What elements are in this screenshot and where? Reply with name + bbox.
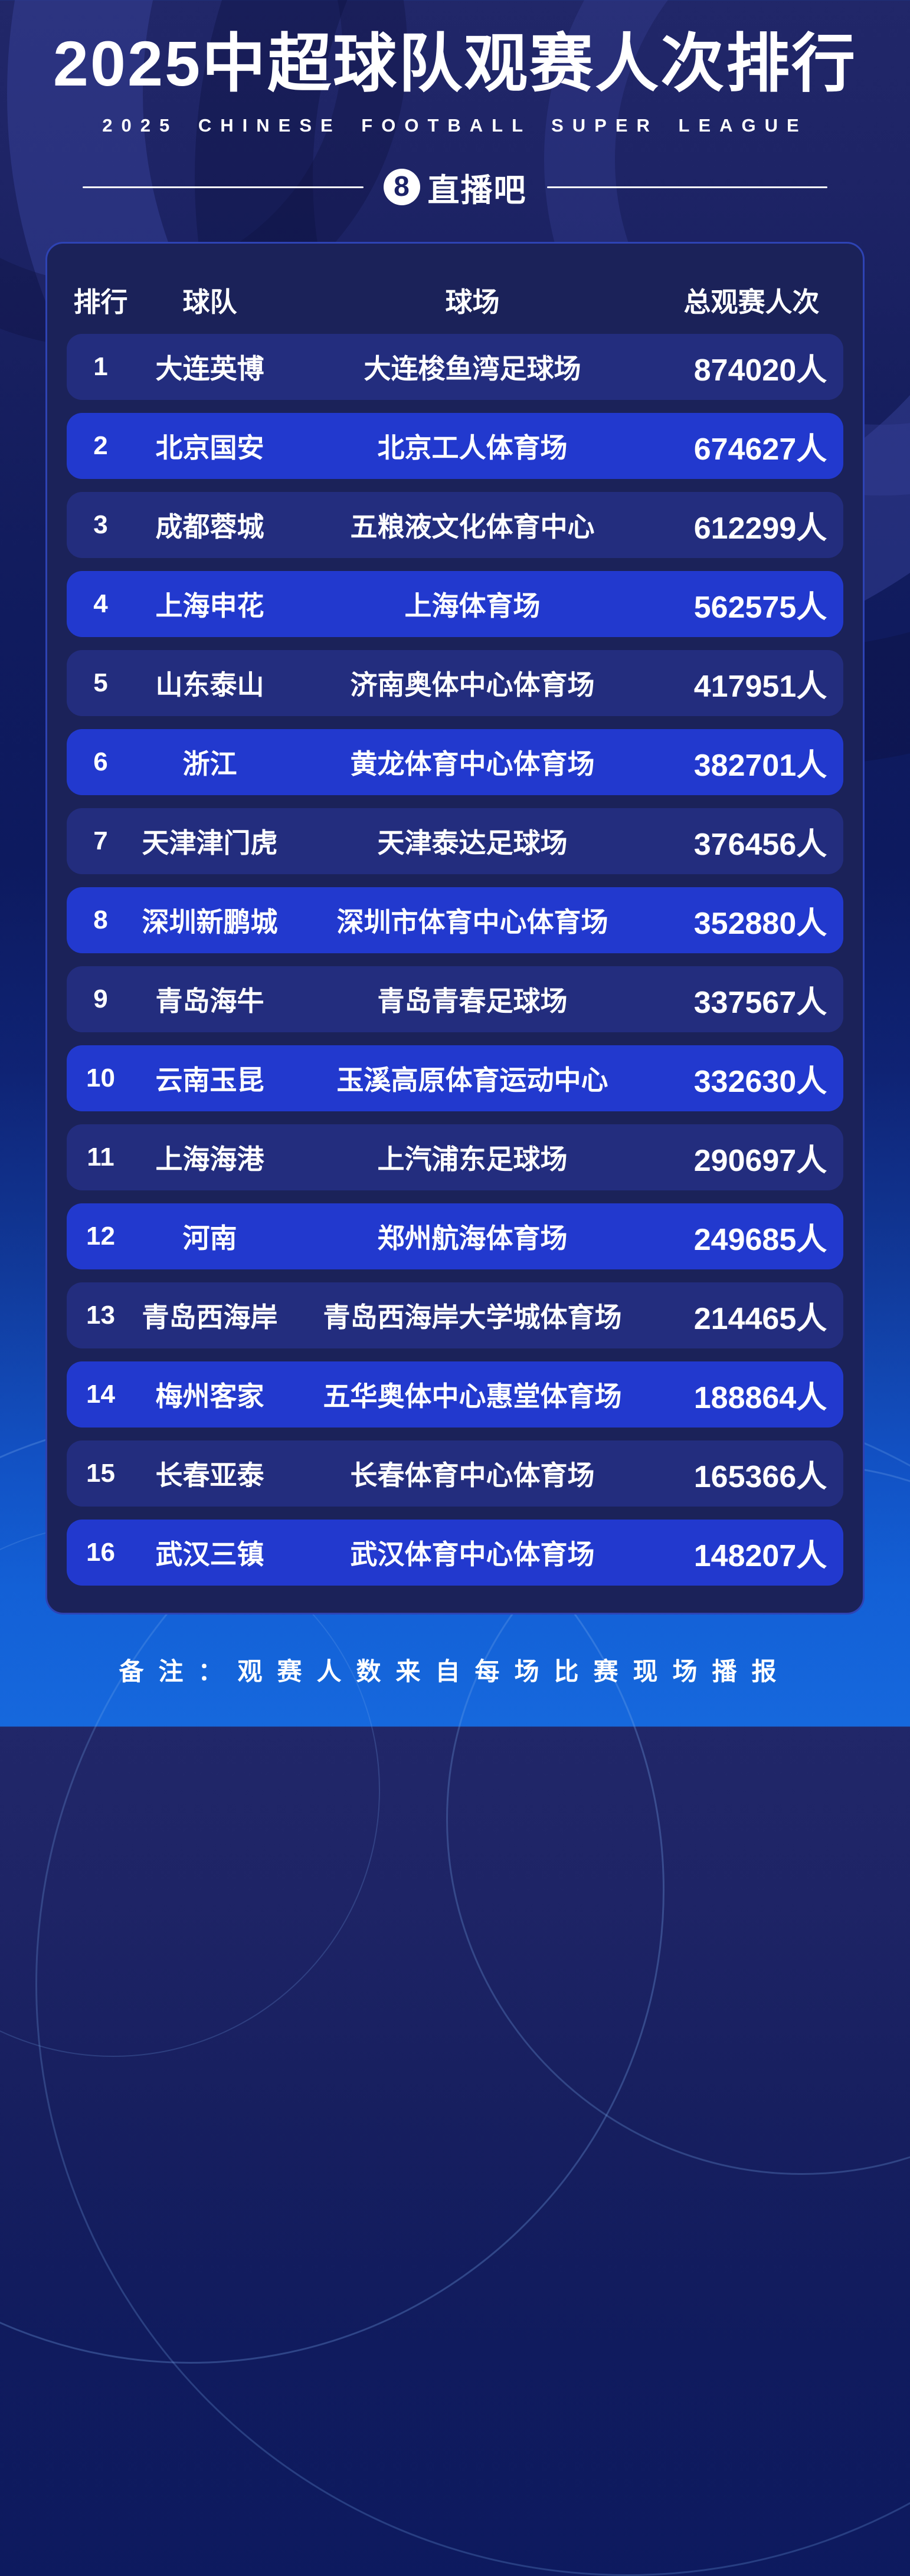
column-header-stadium: 球场 [445,287,500,317]
team-cell: 大连英博 [155,353,264,384]
divider-line-right [546,186,827,188]
team-cell: 浙江 [182,749,237,779]
rank-cell: 3 [93,510,108,539]
brand-row: 8 直播吧 [83,166,827,208]
table-row: 13 青岛西海岸 青岛西海岸大学城体育场 214465人 [67,1282,843,1348]
table-row: 1 大连英博 大连梭鱼湾足球场 874020人 [67,334,843,400]
team-cell: 深圳新鹏城 [142,907,278,937]
attendance-cell: 417951人 [693,669,827,704]
rank-cell: 16 [86,1538,115,1567]
table-row: 8 深圳新鹏城 深圳市体育中心体育场 352880人 [67,887,843,953]
stadium-cell: 武汉体育中心体育场 [350,1539,595,1570]
rank-cell: 2 [93,431,108,460]
stadium-cell: 上海体育场 [404,590,541,621]
attendance-cell: 352880人 [693,906,827,941]
attendance-cell: 337567人 [693,985,827,1020]
attendance-cell: 165366人 [693,1459,827,1494]
column-header-team: 球队 [182,287,237,317]
team-cell: 上海海港 [155,1144,264,1174]
column-header-attendance: 总观赛人次 [683,287,820,317]
rank-cell: 1 [93,352,108,381]
attendance-cell: 382701人 [693,748,827,783]
rank-cell: 9 [93,985,108,1013]
zhibo8-logo-icon: 8 [383,169,420,205]
team-cell: 青岛海牛 [155,986,264,1016]
attendance-cell: 148207人 [693,1538,827,1573]
team-cell: 长春亚泰 [155,1460,264,1491]
attendance-cell: 214465人 [693,1301,827,1336]
table-row: 7 天津津门虎 天津泰达足球场 376456人 [67,808,843,874]
attendance-cell: 332630人 [693,1064,827,1099]
stadium-cell: 五华奥体中心惠堂体育场 [323,1381,622,1412]
attendance-cell: 249685人 [693,1222,827,1257]
table-row: 15 长春亚泰 长春体育中心体育场 165366人 [67,1440,843,1507]
table-row: 5 山东泰山 济南奥体中心体育场 417951人 [67,650,843,716]
stadium-cell: 青岛青春足球场 [377,986,568,1016]
attendance-cell: 376456人 [693,827,827,862]
table-body: 1 大连英博 大连梭鱼湾足球场 874020人 2 北京国安 北京工人体育场 6… [67,334,843,1586]
stadium-cell: 深圳市体育中心体育场 [336,907,608,937]
column-header-rank: 排行 [73,287,128,317]
stadium-cell: 青岛西海岸大学城体育场 [323,1302,622,1333]
ranking-panel: 排行 球队 球场 总观赛人次 1 大连英博 大连梭鱼湾足球场 874020人 2… [45,242,865,1614]
table-row: 6 浙江 黄龙体育中心体育场 382701人 [67,729,843,795]
rank-cell: 13 [86,1301,115,1330]
attendance-cell: 290697人 [693,1143,827,1178]
stadium-cell: 五粮液文化体育中心 [350,511,595,542]
table-row: 12 河南 郑州航海体育场 249685人 [67,1203,843,1269]
stadium-cell: 上汽浦东足球场 [377,1144,568,1174]
table-header-row: 排行 球队 球场 总观赛人次 [67,267,843,333]
team-cell: 云南玉昆 [155,1065,264,1095]
table-row: 9 青岛海牛 青岛青春足球场 337567人 [67,966,843,1032]
rank-cell: 7 [93,826,108,855]
team-cell: 上海申花 [155,590,264,621]
rank-cell: 5 [93,668,108,697]
team-cell: 北京国安 [155,432,264,463]
team-cell: 青岛西海岸 [142,1302,278,1333]
stadium-cell: 长春体育中心体育场 [350,1460,595,1491]
footer-note: 备注：观赛人数来自每场比赛现场播报 [119,1658,791,1685]
attendance-cell: 562575人 [693,590,827,625]
team-cell: 武汉三镇 [155,1539,264,1570]
rank-cell: 6 [93,747,108,776]
rank-cell: 4 [93,589,108,618]
attendance-cell: 874020人 [693,353,827,388]
attendance-cell: 612299人 [693,511,827,546]
team-cell: 梅州客家 [155,1381,264,1412]
team-cell: 天津津门虎 [142,828,278,858]
table-row: 2 北京国安 北京工人体育场 674627人 [67,413,843,479]
table-row: 16 武汉三镇 武汉体育中心体育场 148207人 [67,1520,843,1586]
rank-cell: 11 [87,1143,114,1171]
zhibo8-logo: 8 直播吧 [383,164,527,211]
stadium-cell: 大连梭鱼湾足球场 [364,353,581,384]
divider-line-left [83,186,364,188]
attendance-cell: 674627人 [693,432,827,467]
attendance-cell: 188864人 [693,1380,827,1415]
stadium-cell: 北京工人体育场 [377,432,568,463]
team-cell: 山东泰山 [155,670,264,700]
page-title: 2025中超球队观赛人次排行 [53,28,857,99]
rank-cell: 8 [93,905,108,934]
table-row: 3 成都蓉城 五粮液文化体育中心 612299人 [67,492,843,558]
table-row: 14 梅州客家 五华奥体中心惠堂体育场 188864人 [67,1361,843,1428]
stadium-cell: 济南奥体中心体育场 [350,670,595,700]
stadium-cell: 郑州航海体育场 [377,1223,568,1253]
page-subtitle: 2025 CHINESE FOOTBALL SUPER LEAGUE [102,115,808,136]
rank-cell: 12 [86,1222,115,1251]
table-row: 11 上海海港 上汽浦东足球场 290697人 [67,1124,843,1190]
stadium-cell: 玉溪高原体育运动中心 [336,1065,608,1095]
zhibo8-logo-text: 直播吧 [427,172,527,208]
stadium-cell: 黄龙体育中心体育场 [350,749,595,779]
team-cell: 成都蓉城 [155,511,264,542]
stadium-cell: 天津泰达足球场 [377,828,568,858]
rank-cell: 15 [86,1459,115,1488]
rank-cell: 10 [86,1064,115,1092]
table-row: 4 上海申花 上海体育场 562575人 [67,571,843,637]
team-cell: 河南 [182,1223,237,1253]
table-row: 10 云南玉昆 玉溪高原体育运动中心 332630人 [67,1045,843,1111]
rank-cell: 14 [86,1380,115,1409]
